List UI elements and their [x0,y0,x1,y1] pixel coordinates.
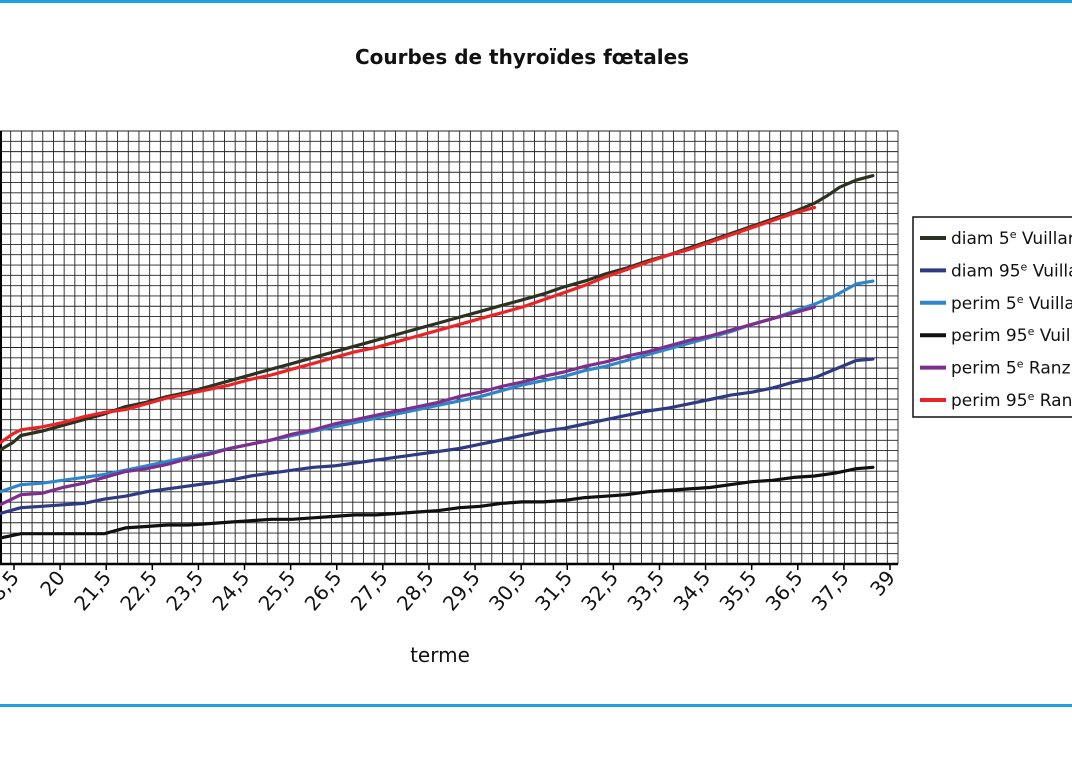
x-tick-label: 35,5 [715,566,762,616]
series-line [0,279,875,494]
series-line [0,465,875,540]
x-tick-label: 24,5 [207,566,254,616]
x-tick-label: 29,5 [438,566,485,616]
chart-title: Courbes de thyroïdes fœtales [355,45,689,69]
series-line [0,205,817,445]
x-tick-label: 22,5 [115,566,162,616]
x-tick-label: 25,5 [253,566,300,616]
x-axis-label: terme [410,643,470,667]
x-tick-label: 30,5 [484,566,531,616]
x-tick-label: 31,5 [530,566,577,616]
x-tick-label: 18,5 [0,566,24,616]
x-tick-label: 33,5 [622,566,669,616]
plot-grid [0,130,899,565]
series-lines [0,174,875,540]
series-line [0,357,875,516]
x-tick-label: 36,5 [761,566,808,616]
x-tick-label: 34,5 [668,566,715,616]
legend-box [912,216,1072,418]
x-tick-label: 21,5 [69,566,116,616]
bottom-rule [0,704,1072,707]
x-tick-label: 32,5 [576,566,623,616]
x-tick-label: 26,5 [300,566,347,616]
x-tick-label: 20 [35,566,70,601]
x-tick-labels: 18,5 20 21,5 22,5 23,5 24,5 25,5 26,5 27,5 28,5 29… [0,566,900,616]
legend-label: perim 5e Ranzini [951,358,1072,379]
top-rule [0,0,1072,3]
x-tick-label: 37,5 [807,566,854,616]
x-tick-label: 23,5 [161,566,208,616]
x-tick-label: 39 [865,566,900,601]
legend-label: perim 95e Ranzini [951,390,1072,411]
x-tick-label: 27,5 [346,566,393,616]
series-line [0,305,817,507]
x-tick-label: 28,5 [392,566,439,616]
